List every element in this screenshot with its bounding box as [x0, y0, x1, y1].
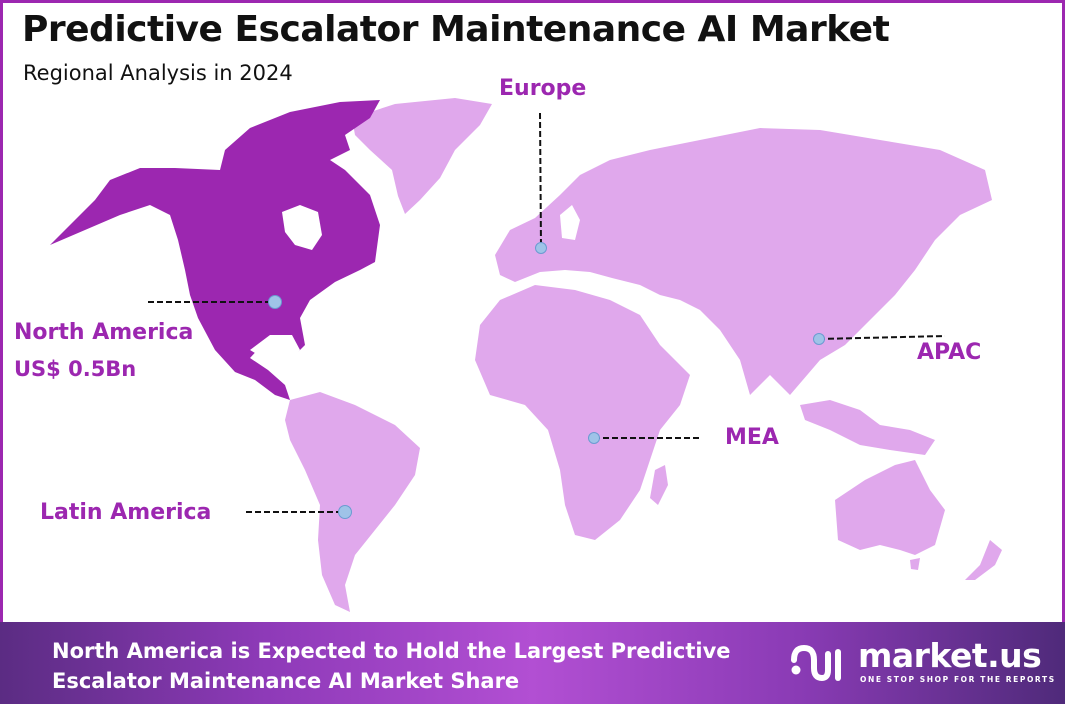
footer-banner: North America is Expected to Hold the La… [0, 622, 1065, 704]
southeast-asia-islands [800, 400, 935, 455]
europe-label: Europe [499, 76, 587, 101]
europe-marker [535, 242, 547, 254]
greenland-shape [352, 98, 492, 214]
logo-name: market.us [858, 636, 1042, 675]
logo-tagline: ONE STOP SHOP FOR THE REPORTS [860, 675, 1056, 684]
market-us-logo-icon [791, 644, 841, 682]
south-america-shape [285, 392, 420, 612]
footer-line-1: North America is Expected to Hold the La… [52, 639, 731, 663]
world-map [50, 98, 1002, 612]
footer-statement: North America is Expected to Hold the La… [52, 636, 792, 696]
hudson-bay [282, 205, 322, 250]
apac-leader-line [818, 335, 946, 340]
apac-label: APAC [917, 340, 982, 365]
mea-label: MEA [725, 425, 779, 450]
apac-marker [813, 333, 825, 345]
footer-line-2: Escalator Maintenance AI Market Share [52, 669, 520, 693]
page-title: Predictive Escalator Maintenance AI Mark… [22, 9, 890, 50]
eurasia-shape [495, 128, 992, 395]
tasmania-shape [910, 558, 920, 570]
mea-marker [588, 432, 600, 444]
north-america-shape [50, 100, 380, 400]
new-zealand-shape [965, 540, 1002, 580]
madagascar-shape [650, 465, 668, 505]
europe-leader-line [539, 112, 542, 248]
north-america-marker [268, 295, 282, 309]
australia-shape [835, 460, 945, 555]
north-america-value: US$ 0.5Bn [14, 357, 137, 381]
africa-shape [475, 285, 690, 540]
latin-america-label: Latin America [40, 500, 212, 525]
baltic-sea [560, 205, 580, 240]
latin-america-marker [338, 505, 352, 519]
page-subtitle: Regional Analysis in 2024 [23, 61, 293, 85]
gulf-of-mexico [250, 335, 300, 362]
market-us-logo: market.us ONE STOP SHOP FOR THE REPORTS [790, 636, 1054, 690]
north-america-label: North America [14, 320, 194, 345]
